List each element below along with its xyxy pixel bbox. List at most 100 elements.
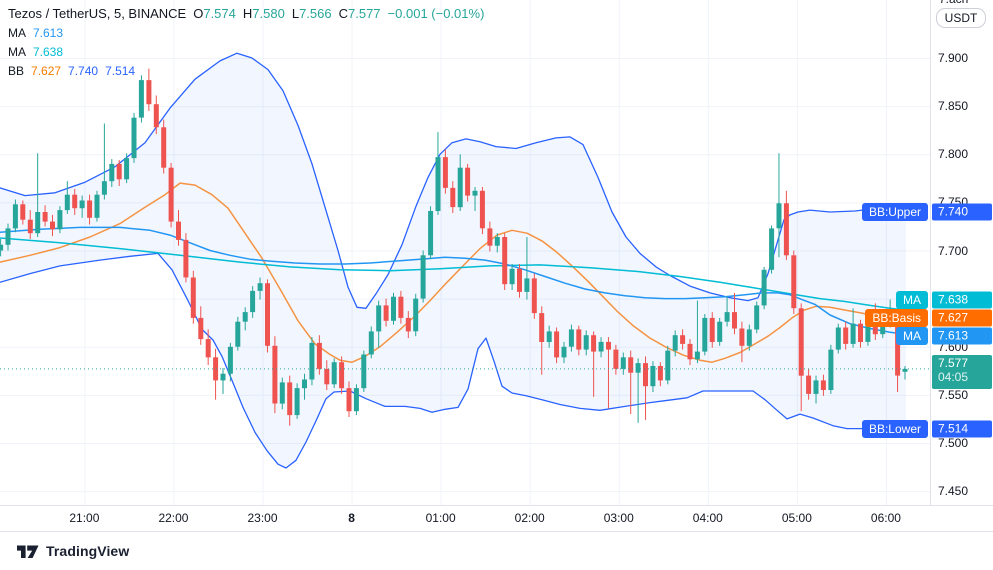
candle-body	[27, 219, 33, 234]
candle-body	[64, 194, 70, 211]
bb-basis-value: 7.627	[31, 64, 62, 78]
time-tick-label: 8	[348, 511, 355, 525]
candle-body	[502, 237, 508, 285]
candle-body	[561, 346, 567, 358]
indicator-row-bb[interactable]: BB 7.627 7.740 7.514	[8, 64, 136, 78]
symbol-title[interactable]: Tezos / TetherUS, 5, BINANCE	[8, 6, 187, 21]
time-tick-label: 03:00	[603, 511, 634, 525]
currency-unit-button[interactable]: USDT	[936, 8, 986, 28]
time-tick-label: 05:00	[781, 511, 812, 525]
candle-body	[472, 190, 478, 196]
candle-body	[376, 305, 382, 332]
candle-body	[776, 203, 782, 229]
price-tick-label: 7.550	[938, 387, 969, 402]
candle-body	[309, 342, 315, 380]
candle-body	[213, 357, 219, 381]
candle-body	[694, 351, 700, 360]
ma-fast-value: 7.613	[33, 26, 64, 40]
price-axis[interactable]: 7.ach USDT 7.9007.8507.8007.7507.7007.60…	[930, 0, 993, 505]
candle-body	[517, 268, 522, 292]
candle-body	[509, 268, 515, 285]
candle-body	[87, 200, 93, 218]
time-axis[interactable]: 21:00 22:00 23:00 8 01:00 02:00 03:00 04:00 05:0…	[0, 505, 993, 531]
series-chip-ma: MA	[896, 291, 928, 309]
candle-body	[620, 357, 626, 369]
candle-body	[539, 313, 545, 342]
candle-body	[820, 380, 826, 390]
ma-slow-value: 7.638	[33, 45, 64, 59]
price-axis-clipped-text: 7.ach	[937, 0, 989, 7]
axis-value-badge: 7.613	[932, 327, 992, 345]
candle-body	[524, 278, 530, 292]
candle-body	[709, 317, 715, 342]
candle-body	[746, 329, 752, 346]
time-tick-label: 23:00	[247, 511, 278, 525]
candle-body	[405, 317, 411, 332]
candle-body	[35, 212, 41, 234]
candle-body	[576, 329, 582, 350]
candle-body	[235, 321, 241, 347]
candle-body	[598, 341, 604, 352]
time-tick-label: 04:00	[692, 511, 723, 525]
candle-body	[850, 323, 856, 344]
chart-plot-area[interactable]: Tezos / TetherUS, 5, BINANCE O7.574 H7.5…	[0, 0, 930, 505]
candle-body	[5, 228, 11, 245]
candle-body	[153, 104, 159, 128]
candle-body	[487, 228, 493, 246]
candle-body	[628, 357, 634, 373]
candle-body	[131, 117, 137, 159]
candle-body	[465, 167, 471, 196]
candle-body	[420, 255, 426, 299]
candle-body	[650, 366, 656, 387]
indicator-row-ma-fast[interactable]: MA 7.613	[8, 26, 64, 40]
axis-value-badge: 7.638	[932, 291, 992, 309]
candle-body	[0, 244, 4, 251]
symbol-row[interactable]: Tezos / TetherUS, 5, BINANCE O7.574 H7.5…	[8, 5, 484, 23]
high-value: H7.580	[242, 6, 285, 21]
price-tick-label: 7.850	[938, 99, 969, 114]
candle-body	[50, 221, 55, 230]
bollinger-fill	[0, 53, 906, 468]
candle-body	[331, 362, 337, 385]
series-chip-bb-basis: BB:Basis	[865, 309, 928, 327]
time-tick-label: 02:00	[514, 511, 545, 525]
low-value: L7.566	[291, 6, 332, 21]
candle-body	[227, 346, 233, 374]
axis-value-badge: 7.740	[932, 203, 992, 221]
candle-body	[568, 329, 574, 347]
candle-body	[220, 373, 226, 381]
candle-body	[813, 380, 819, 394]
candle-body	[413, 298, 419, 332]
tradingview-logo-icon	[17, 545, 39, 558]
candle-body	[302, 379, 307, 389]
candle-body	[339, 362, 345, 389]
candle-body	[257, 283, 263, 291]
candle-body	[250, 290, 256, 313]
candle-body	[798, 308, 804, 376]
candle-body	[450, 187, 456, 208]
indicator-row-ma-slow[interactable]: MA 7.638	[8, 45, 64, 59]
axis-value-badge: 7.514	[932, 420, 992, 438]
candle-body	[146, 80, 152, 105]
price-tick-label: 7.800	[938, 147, 969, 162]
candle-body	[872, 319, 878, 335]
candle-body	[324, 368, 330, 385]
candle-body	[591, 335, 597, 352]
time-tick-label: 06:00	[870, 511, 901, 525]
tradingview-logo[interactable]: TradingView	[17, 543, 129, 559]
candle-body	[205, 339, 211, 358]
candle-body	[383, 305, 389, 321]
candle-body	[783, 203, 789, 256]
candlestick-chart-canvas[interactable]	[0, 0, 930, 505]
candle-body	[791, 255, 797, 309]
candle-body	[583, 335, 589, 350]
candle-body	[361, 354, 367, 389]
candle-body	[643, 363, 648, 387]
candle-body	[79, 200, 85, 209]
open-value: O7.574	[193, 6, 236, 21]
ma-fast-line	[0, 226, 907, 335]
candle-body	[109, 163, 115, 182]
candle-body	[183, 239, 189, 278]
candle-body	[806, 375, 812, 394]
